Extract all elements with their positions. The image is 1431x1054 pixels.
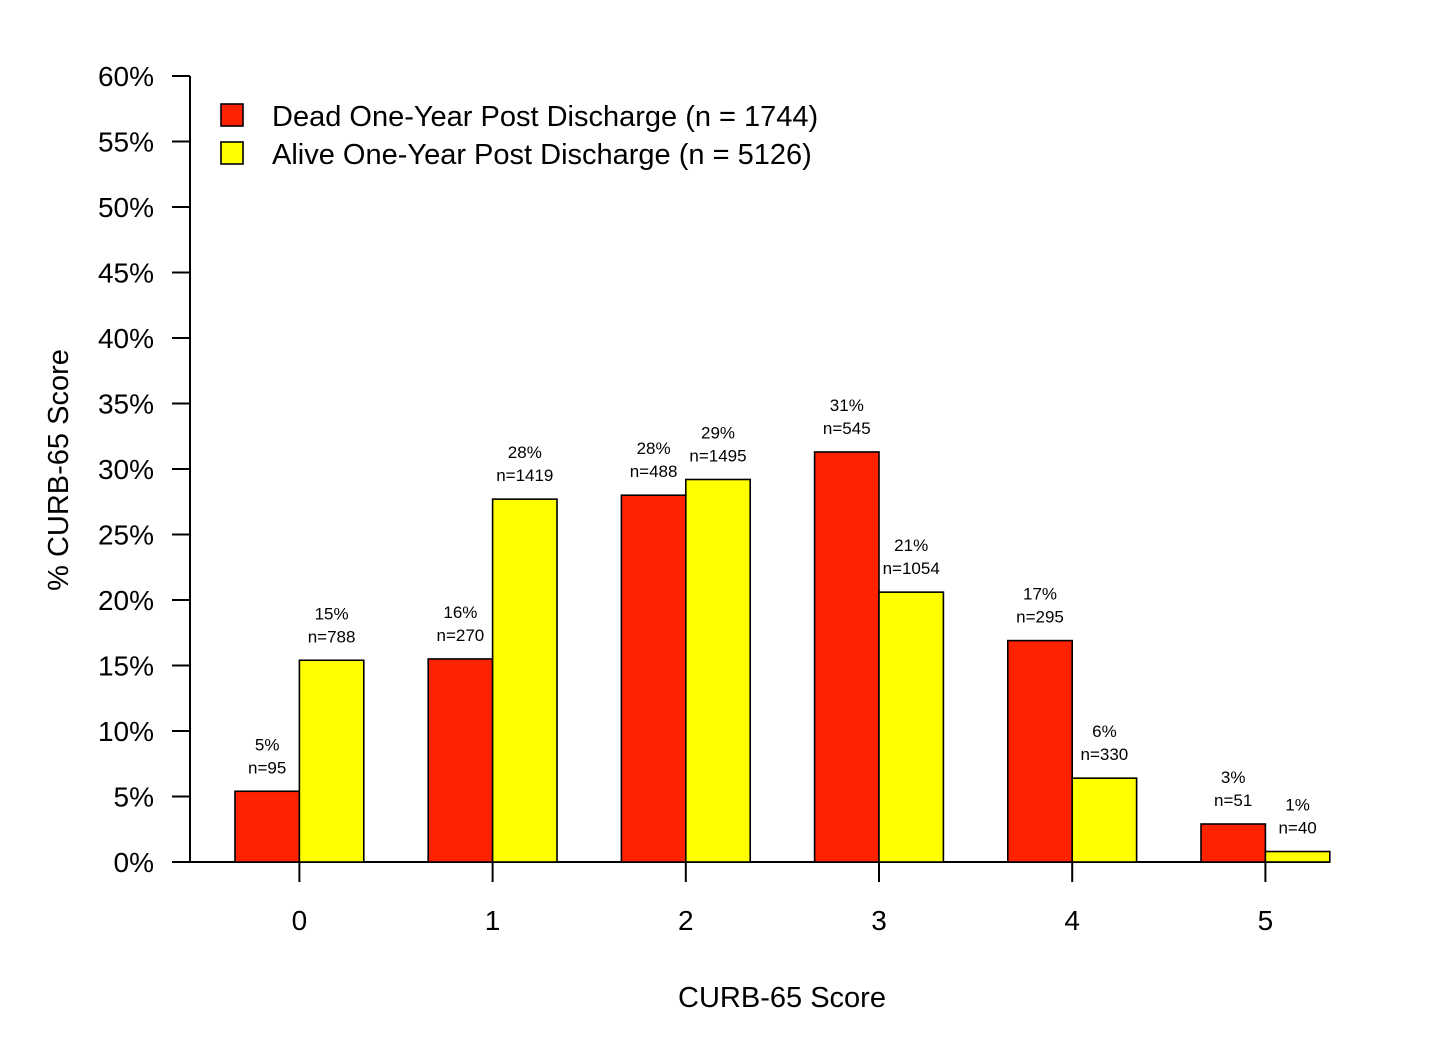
bar — [234, 790, 301, 863]
y-tick-label: 50% — [98, 192, 154, 223]
y-tick-label: 45% — [98, 258, 154, 289]
bar-count-label: n=270 — [437, 626, 485, 645]
bar-percent-label: 3% — [1221, 768, 1246, 787]
bar — [684, 478, 751, 863]
legend: Dead One-Year Post Discharge (n = 1744) A… — [220, 101, 818, 171]
x-tick-label: 0 — [292, 905, 308, 936]
x-axis-title: CURB-65 Score — [678, 982, 886, 1014]
y-tick-label: 30% — [98, 454, 154, 485]
bar — [1071, 777, 1138, 863]
y-tick-label: 55% — [98, 127, 154, 158]
bar-count-label: n=1054 — [883, 559, 940, 578]
bar-percent-label: 17% — [1023, 585, 1057, 604]
x-tick-label: 2 — [678, 905, 694, 936]
bar — [813, 451, 880, 863]
bar-percent-label: 16% — [443, 603, 477, 622]
bar-percent-label: 1% — [1285, 796, 1310, 815]
legend-swatch — [220, 103, 244, 127]
bar — [620, 494, 687, 863]
y-axis-title: % CURB-65 Score — [43, 349, 75, 591]
x-axis: 0 1 2 3 4 5 — [190, 861, 1330, 936]
y-tick-label: 40% — [98, 323, 154, 354]
x-tick-label: 3 — [871, 905, 887, 936]
y-tick-label: 20% — [98, 585, 154, 616]
y-tick-label: 0% — [114, 847, 154, 878]
x-tick-label: 1 — [485, 905, 501, 936]
bar-percent-label: 29% — [701, 423, 735, 442]
bar-count-label: n=51 — [1214, 791, 1252, 810]
y-axis: 0% 5% 10% 15% 20% 25% 30% 35% 40% 45% 50% 55% 60% — [98, 61, 191, 878]
bar-percent-label: 21% — [894, 536, 928, 555]
bar-percent-label: 15% — [315, 604, 349, 623]
bar-count-label: n=545 — [823, 419, 871, 438]
y-tick-label: 15% — [98, 651, 154, 682]
bar-count-label: n=95 — [248, 758, 286, 777]
bar-count-label: n=788 — [308, 627, 356, 646]
data-labels: 5% n=95 16% n=270 28% n=488 31% n=545 17% n=295 3%… — [248, 396, 1317, 838]
y-tick-label: 25% — [98, 520, 154, 551]
legend-label: Alive One-Year Post Discharge (n = 5126) — [272, 139, 812, 171]
y-tick-label: 35% — [98, 389, 154, 420]
legend-swatch — [220, 141, 244, 165]
bar-percent-label: 6% — [1092, 722, 1117, 741]
bar — [491, 498, 558, 863]
bar-count-label: n=330 — [1081, 745, 1129, 764]
bars — [234, 451, 1331, 863]
bar — [427, 658, 494, 863]
x-tick-label: 5 — [1258, 905, 1274, 936]
bar-count-label: n=1495 — [689, 446, 746, 465]
legend-label: Dead One-Year Post Discharge (n = 1744) — [272, 101, 818, 133]
y-tick-label: 60% — [98, 61, 154, 92]
bar — [1264, 850, 1331, 863]
bar-percent-label: 28% — [637, 439, 671, 458]
bar-percent-label: 31% — [830, 396, 864, 415]
y-tick-label: 5% — [114, 782, 154, 813]
bar — [1006, 639, 1073, 863]
bar-count-label: n=488 — [630, 462, 678, 481]
bar — [1200, 823, 1267, 863]
bar — [298, 659, 365, 863]
bar-percent-label: 5% — [255, 735, 280, 754]
bar-count-label: n=40 — [1278, 819, 1316, 838]
bar-count-label: n=295 — [1016, 608, 1064, 627]
bar-count-label: n=1419 — [496, 466, 553, 485]
bar — [878, 591, 945, 863]
x-tick-label: 4 — [1064, 905, 1080, 936]
y-tick-label: 10% — [98, 716, 154, 747]
bar-percent-label: 28% — [508, 443, 542, 462]
